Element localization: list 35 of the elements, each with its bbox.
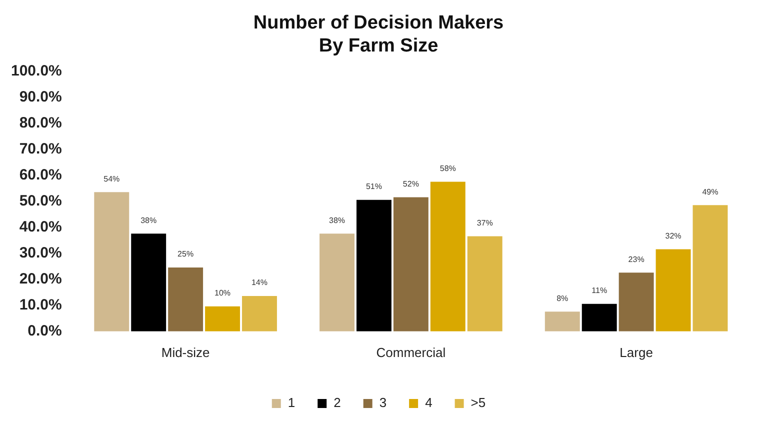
data-label: 38% bbox=[140, 216, 157, 225]
data-label: 37% bbox=[476, 218, 493, 228]
chart-title: Number of Decision Makers By Farm Size bbox=[253, 12, 504, 56]
y-tick-label: 90.0% bbox=[19, 88, 62, 106]
legend-label: 1 bbox=[288, 395, 296, 410]
legend-label: 4 bbox=[425, 395, 432, 410]
data-label: 51% bbox=[366, 182, 382, 192]
x-tick-label: Mid-size bbox=[161, 344, 210, 360]
data-label: 52% bbox=[402, 180, 419, 189]
data-label: 10% bbox=[214, 288, 231, 298]
y-tick-label: 50.0% bbox=[19, 192, 62, 210]
y-tick-label: 20.0% bbox=[19, 270, 62, 288]
x-tick-label: Large bbox=[620, 344, 653, 360]
data-label: 8% bbox=[556, 294, 568, 303]
y-tick-label: 0.0% bbox=[28, 322, 62, 340]
data-label: 11% bbox=[592, 286, 608, 296]
y-tick-label: 60.0% bbox=[19, 166, 62, 184]
legend-label: 3 bbox=[379, 395, 387, 410]
x-tick-label: Commercial bbox=[376, 344, 446, 360]
y-tick-label: 10.0% bbox=[19, 296, 62, 314]
legend-label: >5 bbox=[470, 395, 486, 410]
data-label: 14% bbox=[251, 278, 268, 288]
data-label: 54% bbox=[104, 174, 120, 184]
data-label: 23% bbox=[628, 254, 644, 264]
data-label: 58% bbox=[440, 164, 456, 173]
data-label: 25% bbox=[178, 250, 194, 259]
y-tick-label: 80.0% bbox=[19, 114, 62, 132]
y-tick-label: 40.0% bbox=[19, 218, 62, 236]
legend-label: 2 bbox=[334, 395, 341, 410]
y-tick-label: 100.0% bbox=[11, 62, 62, 80]
data-label: 38% bbox=[329, 216, 346, 225]
y-tick-label: 70.0% bbox=[19, 140, 62, 158]
data-label: 32% bbox=[665, 231, 682, 240]
y-tick-label: 30.0% bbox=[19, 244, 62, 262]
data-label: 49% bbox=[702, 187, 718, 196]
